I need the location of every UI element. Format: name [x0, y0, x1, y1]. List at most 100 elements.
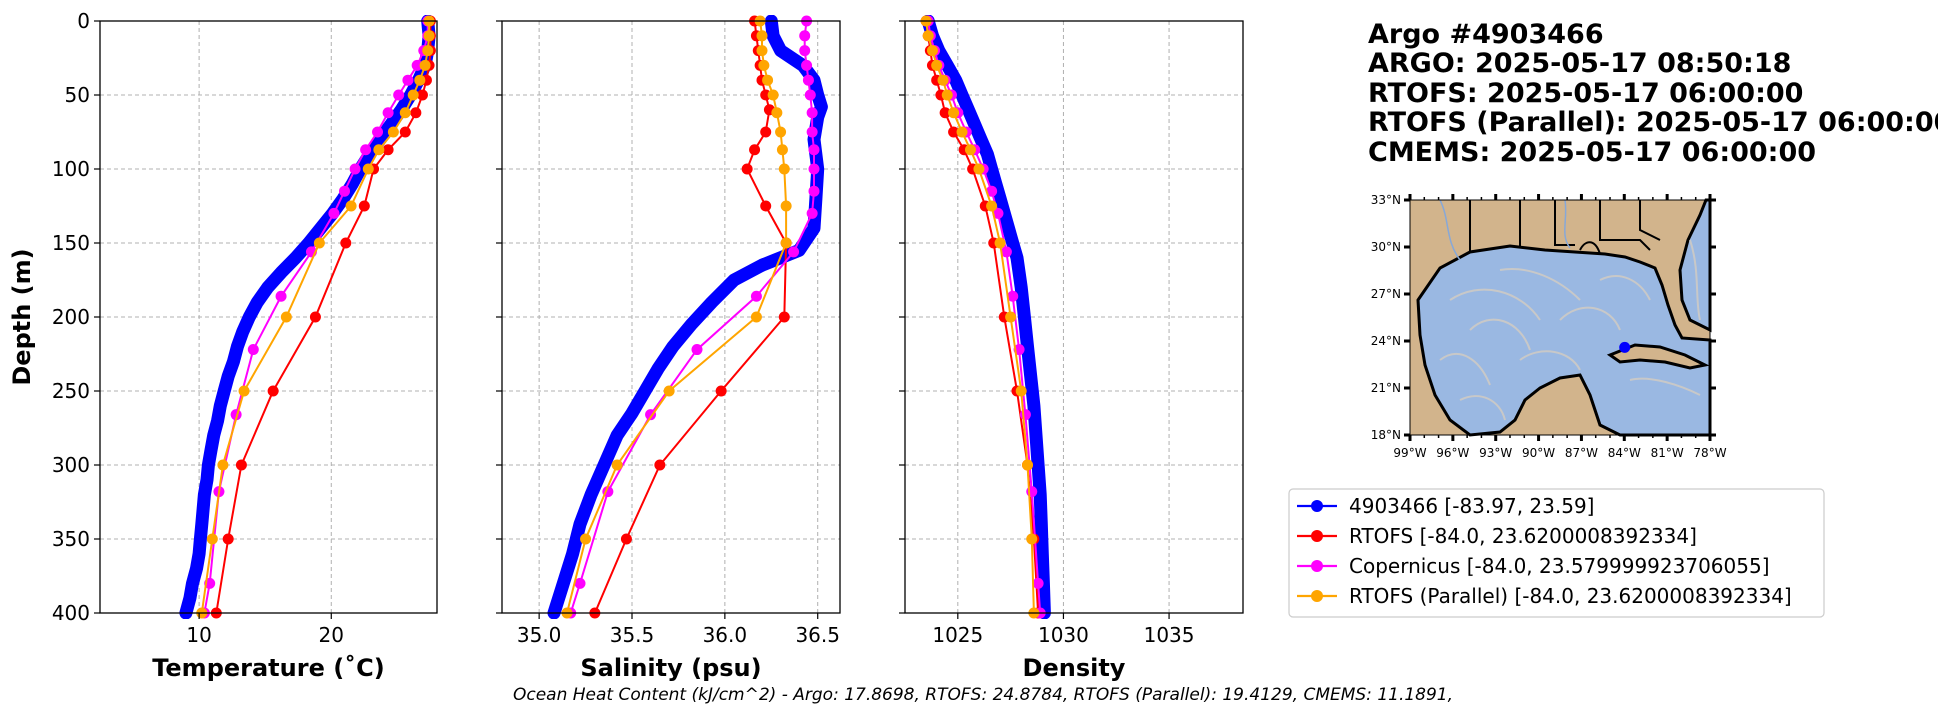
- y-tick-label: 350: [52, 527, 90, 551]
- series-copernicus-point: [750, 290, 762, 302]
- series-rtofs-point: [206, 533, 218, 545]
- profile-panels: 10 20050100150200250300350400Temperature …: [8, 9, 1244, 682]
- series-rtofs-point: [358, 200, 370, 212]
- series-copernicus-point: [806, 126, 818, 138]
- panel-2: 35.0 35.5 36.0 36.5 Salinity (psu): [496, 15, 841, 682]
- series-rtofs-point: [620, 533, 632, 545]
- grid: [905, 20, 1243, 614]
- series-rtofs-point: [419, 59, 431, 71]
- series-copernicus-point: [808, 144, 820, 156]
- map-lat-label: 33°N: [1371, 193, 1401, 207]
- series-copernicus-point: [574, 577, 586, 589]
- legend-label: 4903466 [-83.97, 23.59]: [1349, 494, 1594, 518]
- series-copernicus-point: [275, 290, 287, 302]
- info-title-line-argo-time: ARGO: 2025-05-17 08:50:18: [1368, 48, 1791, 79]
- series-rtofs-point: [760, 200, 772, 212]
- series-copernicus-point: [372, 126, 384, 138]
- y-tick-label: 300: [52, 453, 90, 477]
- series-rtofs-point: [762, 74, 774, 86]
- map-lon-label: 84°W: [1608, 446, 1641, 460]
- series-copernicus-point: [802, 74, 814, 86]
- series-rtofs-point: [756, 45, 768, 57]
- series-rtofs-point: [399, 107, 411, 119]
- x-tick-label: 1025: [932, 623, 983, 647]
- series-4903466-line: [547, 15, 828, 619]
- series-rtofs-point: [939, 107, 951, 119]
- series-rtofs-point: [611, 459, 623, 471]
- series-rtofs-point: [948, 107, 960, 119]
- series-copernicus-point: [1007, 290, 1019, 302]
- map-lon-label: 87°W: [1565, 446, 1598, 460]
- map-ticks: 33°N 30°N 27°N 24°N 21°N 18°N 99°W 96°W 93°W 90°W…: [1371, 193, 1727, 460]
- series-rtofs-point: [362, 163, 374, 175]
- series-copernicus-point: [691, 344, 703, 356]
- legend-item: RTOFS [-84.0, 23.6200008392334]: [1297, 524, 1697, 548]
- series-rtofs-point: [937, 74, 949, 86]
- y-tick-label: 200: [52, 305, 90, 329]
- series-rtofs-point: [771, 107, 783, 119]
- series-rtofs-point: [580, 533, 592, 545]
- series-copernicus-point: [338, 185, 350, 197]
- series-rtofs-point: [780, 200, 792, 212]
- x-tick-label: 35.5: [610, 623, 655, 647]
- info-title-line-rtofs-parallel-time: RTOFS (Parallel): 2025-05-17 06:00:00: [1368, 107, 1938, 138]
- map-lon-label: 93°W: [1479, 446, 1512, 460]
- series-rtofs-point: [407, 89, 419, 101]
- map-frame: [1409, 199, 1711, 436]
- series-copernicus-point: [804, 89, 816, 101]
- series-rtofs-point: [1022, 459, 1034, 471]
- x-axis-label: Temperature (˚C): [152, 654, 385, 682]
- series-copernicus-point: [360, 144, 372, 156]
- series-copernicus-point: [247, 344, 259, 356]
- series-rtofs-point: [715, 385, 727, 397]
- map-lon-label: 96°W: [1436, 446, 1469, 460]
- series-rtofs-point: [973, 163, 985, 175]
- map-lon-label: 81°W: [1651, 446, 1684, 460]
- series-rtofs-point: [926, 45, 938, 57]
- series-rtofs-point: [780, 237, 792, 249]
- series-rtofs-point: [941, 89, 953, 101]
- series-rtofs-point: [267, 385, 279, 397]
- map-lon-label: 99°W: [1393, 446, 1426, 460]
- info-title-line-cmems-time: CMEMS: 2025-05-17 06:00:00: [1368, 137, 1816, 168]
- series-rtofs-point: [387, 126, 399, 138]
- series-rtofs-point: [922, 30, 934, 42]
- legend-swatch-marker: [1311, 590, 1323, 602]
- series-rtofs-point: [280, 311, 292, 323]
- info-title-line-argo-id: Argo #4903466: [1368, 19, 1604, 50]
- series-rtofs-point: [775, 126, 787, 138]
- series-rtofs-point: [217, 459, 229, 471]
- legend: 4903466 [-83.97, 23.59] RTOFS [-84.0, 23.…: [1288, 488, 1825, 618]
- series-copernicus-point: [1000, 246, 1012, 258]
- map-cuba: [1606, 343, 1710, 370]
- x-tick-label: 36.5: [795, 623, 840, 647]
- series-rtofs-point: [410, 107, 422, 119]
- series-copernicus-point: [1019, 409, 1031, 421]
- series-copernicus-point: [349, 163, 361, 175]
- series-rtofs-point: [654, 459, 666, 471]
- series-rtofs-point: [1015, 385, 1027, 397]
- series-rtofs-point: [776, 144, 788, 156]
- series-rtofs-point: [422, 45, 434, 57]
- legend-item: RTOFS (Parallel) [-84.0, 23.620000839233…: [1297, 584, 1792, 608]
- y-tick-label: 250: [52, 379, 90, 403]
- series-rtofs-point: [994, 237, 1006, 249]
- legend-item: Copernicus [-84.0, 23.579999923706055]: [1297, 554, 1770, 578]
- x-axis-label: Salinity (psu): [580, 654, 761, 682]
- x-axis-label: Density: [1023, 654, 1126, 682]
- ocean-heat-content-footer: Ocean Heat Content (kJ/cm^2) - Argo: 17.…: [513, 685, 1453, 705]
- series-copernicus-point: [808, 185, 820, 197]
- series-copernicus-point: [402, 74, 414, 86]
- series-rtofs-point: [948, 126, 960, 138]
- y-tick-label: 0: [77, 9, 90, 33]
- map-lon-label: 78°W: [1693, 446, 1726, 460]
- series-rtofs-point: [399, 126, 411, 138]
- y-axis-label: Depth (m): [8, 248, 36, 385]
- map-lat-label: 30°N: [1371, 240, 1401, 254]
- series-rtofs-point: [309, 311, 321, 323]
- legend-swatch-marker: [1311, 500, 1323, 512]
- series-copernicus-point: [328, 207, 340, 219]
- panel-1: 10 20050100150200250300350400Temperature …: [8, 9, 438, 682]
- legend-swatch-marker: [1311, 560, 1323, 572]
